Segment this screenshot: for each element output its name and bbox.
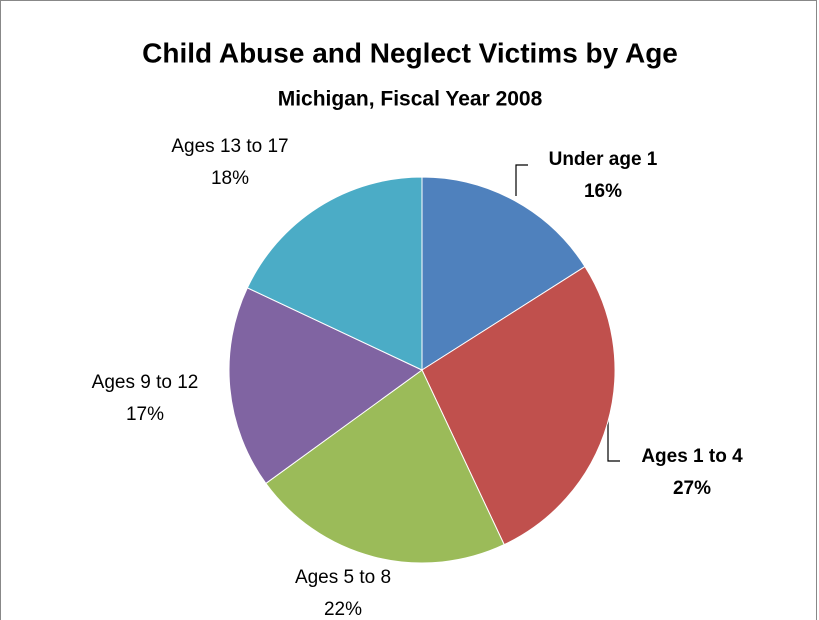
pie-slice — [421, 176, 586, 371]
pie-slice — [246, 176, 423, 371]
slice-value-label: 18% — [211, 168, 249, 189]
slice-value-label: 27% — [673, 478, 711, 499]
leader-line — [515, 164, 528, 196]
pie-slice — [421, 265, 616, 546]
slice-label: Under age 1 — [549, 149, 658, 170]
chart-subtitle: Michigan, Fiscal Year 2008 — [278, 88, 543, 111]
slice-label: Ages 13 to 17 — [171, 136, 288, 157]
slice-label: Ages 5 to 8 — [295, 567, 391, 588]
pie-slice — [265, 369, 505, 564]
slice-value-label: 16% — [584, 181, 622, 202]
pie-slice — [228, 287, 423, 485]
slice-value-label: 22% — [324, 599, 362, 620]
slice-value-label: 17% — [126, 404, 164, 425]
chart-title: Child Abuse and Neglect Victims by Age — [142, 37, 678, 68]
slice-label: Ages 1 to 4 — [641, 446, 743, 467]
slice-label: Ages 9 to 12 — [92, 372, 199, 393]
leader-line — [607, 420, 620, 462]
